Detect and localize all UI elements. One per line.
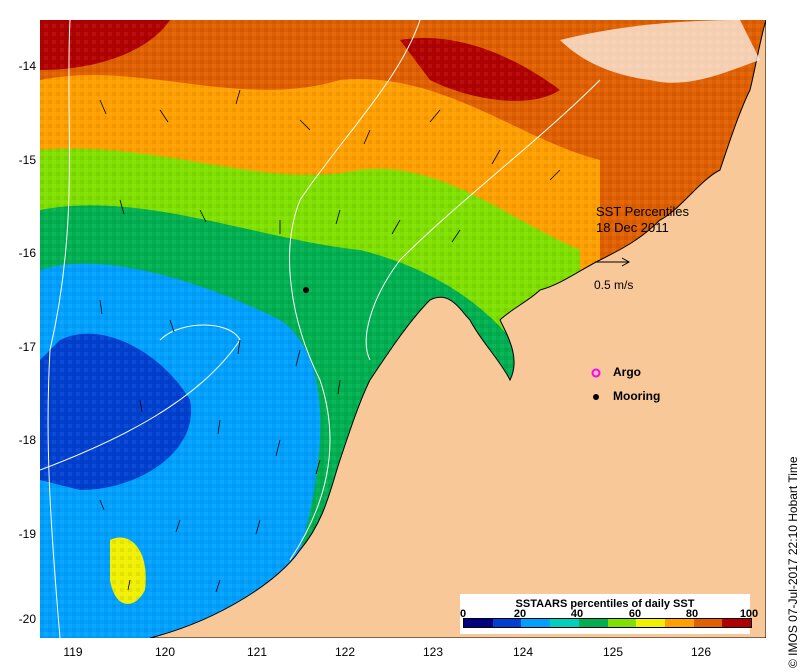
sst-map-svg (40, 20, 766, 638)
colorbar-cell (550, 619, 579, 627)
x-tick-label: 125 (602, 645, 624, 659)
colorbar-cell (578, 619, 608, 627)
missing-data-top-right (560, 20, 760, 83)
y-tick-label: -20 (18, 612, 36, 626)
colorbar-tick: 100 (739, 608, 759, 620)
mooring-legend-icon (593, 394, 599, 400)
colorbar-cell (492, 619, 522, 627)
colorbar-cell (607, 619, 637, 627)
bathymetry-contour (40, 324, 241, 471)
x-tick-label: 123 (422, 645, 444, 659)
current-scale-arrow (595, 257, 631, 267)
colorbar-tick: 20 (513, 608, 527, 620)
colorbar: SSTAARS percentiles of daily SST (460, 594, 752, 634)
colorbar-cell (521, 619, 551, 627)
x-tick-label: 122 (334, 645, 356, 659)
mooring-marker (303, 287, 309, 293)
y-tick-label: -17 (18, 340, 36, 354)
bathymetry-contour (365, 79, 601, 361)
colorbar-cell (636, 619, 665, 627)
argo-legend-icon (591, 368, 601, 378)
sst-map (40, 20, 766, 638)
colorbar-tick: 0 (459, 608, 467, 620)
colorbar-tick: 80 (685, 608, 699, 620)
x-tick-label: 119 (63, 645, 83, 659)
colorbar-cell (722, 619, 752, 627)
land-mass (149, 20, 766, 638)
mooring-legend-label: Mooring (613, 389, 661, 403)
y-tick-label: -18 (18, 433, 36, 447)
y-tick-label: -14 (18, 59, 36, 73)
colorbar-cell (664, 619, 694, 627)
x-tick-label: 126 (690, 645, 712, 659)
colorbar-title: SSTAARS percentiles of daily SST (515, 598, 695, 610)
y-tick-label: -16 (18, 246, 36, 260)
y-tick-label: -15 (18, 153, 36, 167)
bathymetry-contour (289, 20, 421, 561)
credit-text: © IMOS 07-Jul-2017 22:10 Hobart Time (786, 456, 800, 668)
current-vectors (99, 89, 561, 593)
colorbar-strip (463, 618, 752, 628)
bathymetry-contour (47, 20, 71, 638)
x-tick-label: 120 (154, 645, 176, 659)
x-tick-label: 124 (512, 645, 534, 659)
current-scale-label: 0.5 m/s (594, 278, 634, 292)
colorbar-cell (464, 619, 493, 627)
colorbar-tick: 40 (570, 608, 584, 620)
map-date: 18 Dec 2011 (596, 220, 669, 235)
argo-legend-label: Argo (613, 365, 641, 379)
x-tick-label: 121 (246, 645, 268, 659)
map-title: SST Percentiles (596, 204, 689, 219)
colorbar-cell (693, 619, 723, 627)
y-tick-label: -19 (18, 527, 36, 541)
colorbar-tick: 60 (628, 608, 642, 620)
